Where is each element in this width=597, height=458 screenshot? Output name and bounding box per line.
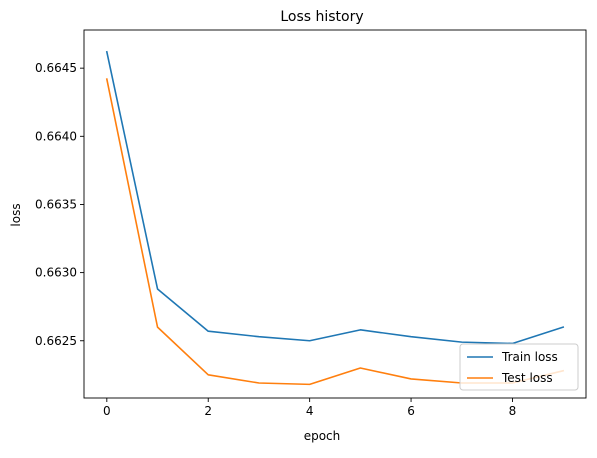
y-axis-label: loss — [9, 203, 23, 226]
x-tick-label: 0 — [103, 404, 111, 418]
axes: 0 2 4 6 8 0.6625 0.6630 0.6635 0.6640 0.6645 — [35, 29, 587, 418]
x-axis-label: epoch — [304, 429, 341, 443]
legend-label-0: Train loss — [501, 350, 558, 364]
y-tick-label: 0.6625 — [35, 334, 77, 348]
chart-title: Loss history — [280, 9, 363, 25]
axes-frame — [83, 29, 587, 399]
legend-label-1: Test loss — [501, 371, 553, 385]
x-tick-label: 2 — [204, 404, 212, 418]
series-line-0 — [105, 50, 565, 345]
y-tick-label: 0.6635 — [35, 197, 77, 211]
y-tick-label: 0.6630 — [35, 266, 77, 280]
x-tick-label: 8 — [509, 404, 517, 418]
y-tick-label: 0.6645 — [35, 61, 77, 75]
x-tick-label: 4 — [306, 404, 314, 418]
y-tick-label: 0.6640 — [35, 129, 77, 143]
x-tick-label: 6 — [407, 404, 415, 418]
legend: Train loss Test loss — [459, 343, 579, 391]
